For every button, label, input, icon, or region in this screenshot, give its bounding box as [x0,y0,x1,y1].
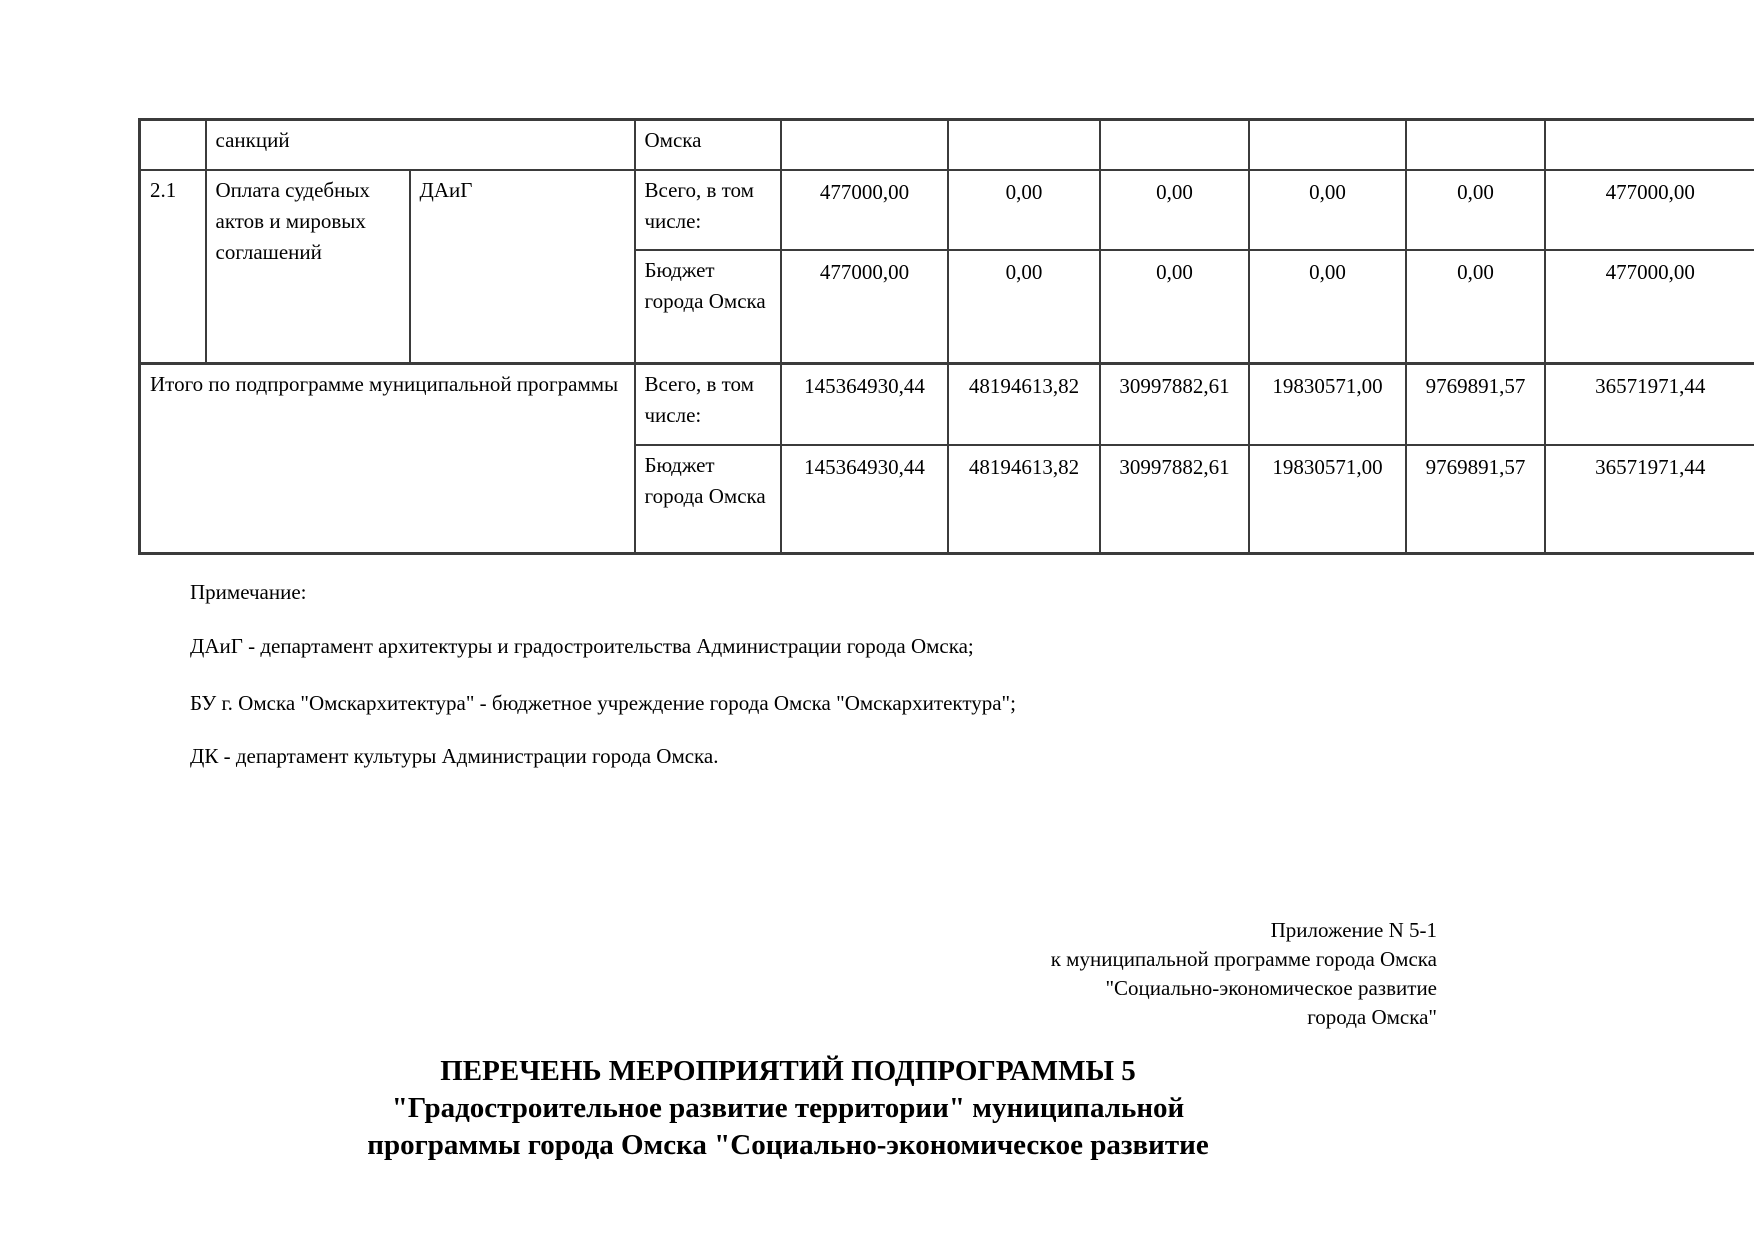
appendix-line: к муниципальной программе города Омска [1050,947,1437,971]
table-row-subtotal-total: Итого по подпрограмме муниципальной прог… [138,362,1754,555]
note-dk: ДК - департамент культуры Администрации … [190,744,719,768]
value-cell: 0,00 [1247,168,1407,251]
value-cell: 36571971,44 [1543,362,1754,446]
value-cell: 19830571,00 [1247,443,1407,555]
value-cell: 477000,00 [779,248,949,365]
value-cell: 0,00 [1247,248,1407,365]
appendix-line: города Омска" [1307,1005,1437,1029]
title-line: "Градостроительное развитие территории" … [391,1092,1185,1124]
table-row-2-1-budget: Бюджет города Омска 477000,00 0,00 0,00 … [140,248,1754,365]
cell-continuation-number [138,118,207,171]
value-cell: 0,00 [946,248,1101,365]
value-cell: 145364930,44 [779,443,949,555]
value-cell: 477000,00 [1543,168,1754,251]
value-cell: 0,00 [1098,168,1250,251]
value-cell: 19830571,00 [1247,362,1407,446]
cell-empty [1098,118,1250,171]
cell-continuation-source-tail: Омска [633,118,782,171]
value-cell: 0,00 [1404,168,1546,251]
cell-subtotal-budget-source: Бюджет города Омска [633,443,782,555]
table-row-2-1-total: 2.1 Оплата судебных актов и мировых согл… [138,168,1754,365]
value-cell: 145364930,44 [779,362,949,446]
value-cell: 36571971,44 [1543,443,1754,555]
value-cell: 9769891,57 [1404,362,1546,446]
cell-empty [1543,118,1754,171]
value-cell: 0,00 [1404,248,1546,365]
value-cell: 0,00 [1098,248,1250,365]
cell-empty [779,118,949,171]
cell-subtotal-total-source: Всего, в том числе: [633,362,782,446]
value-cell: 48194613,82 [946,362,1101,446]
value-cell: 30997882,61 [1098,443,1250,555]
cell-2-1-total-source: Всего, в том числе: [633,168,782,251]
title-line: ПЕРЕЧЕНЬ МЕРОПРИЯТИЙ ПОДПРОГРАММЫ 5 [440,1055,1136,1087]
cell-2-1-name: Оплата судебных актов и мировых соглашен… [204,168,411,365]
value-cell: 9769891,57 [1404,443,1546,555]
note-bu-omska: БУ г. Омска "Омскархитектура" - бюджетно… [190,691,1016,715]
cell-subtotal-label: Итого по подпрограмме муниципальной прог… [138,362,636,555]
appendix-line: "Социально-экономическое развитие [1105,976,1437,1000]
value-cell: 0,00 [946,168,1101,251]
document-title: ПЕРЕЧЕНЬ МЕРОПРИЯТИЙ ПОДПРОГРАММЫ 5 "Гра… [138,1053,1438,1164]
cell-empty [946,118,1101,171]
value-cell: 477000,00 [1543,248,1754,365]
cell-2-1-budget-source: Бюджет города Омска [633,248,782,365]
table-row-subtotal-budget: Бюджет города Омска 145364930,44 4819461… [140,443,1754,555]
appendix-reference: Приложение N 5-1 к муниципальной програм… [737,916,1437,1032]
cell-2-1-number: 2.1 [138,168,207,365]
cell-2-1-executor: ДАиГ [408,168,636,365]
title-line: программы города Омска "Социально-эконом… [367,1129,1209,1161]
cell-continuation-name-tail: санкций [204,118,636,171]
note-daig: ДАиГ - департамент архитектуры и градост… [190,634,974,658]
appendix-line: Приложение N 5-1 [1270,918,1437,942]
value-cell: 48194613,82 [946,443,1101,555]
subprogram-expenditure-table: санкций Омска 2.1 Оплата судебных актов … [138,118,1754,555]
value-cell: 30997882,61 [1098,362,1250,446]
cell-empty [1247,118,1407,171]
table-row-continuation: санкций Омска [138,118,1754,171]
notes-heading: Примечание: [190,580,307,604]
value-cell: 477000,00 [779,168,949,251]
cell-empty [1404,118,1546,171]
